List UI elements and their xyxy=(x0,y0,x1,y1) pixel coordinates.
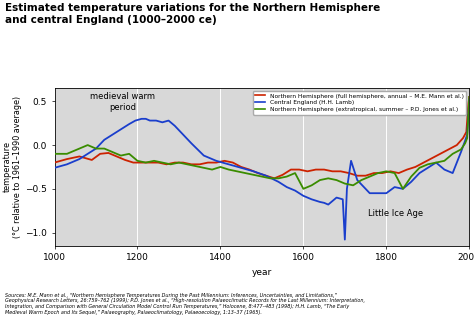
X-axis label: year: year xyxy=(252,268,272,277)
Text: Estimated temperature variations for the Northern Hemisphere
and central England: Estimated temperature variations for the… xyxy=(5,3,380,25)
Y-axis label: temperature
(°C relative to 1961–1990 average): temperature (°C relative to 1961–1990 av… xyxy=(3,96,22,238)
Text: Little Ice Age: Little Ice Age xyxy=(368,209,423,218)
Text: Sources: M.E. Mann et al., “Northern Hemisphere Temperatures During the Past Mil: Sources: M.E. Mann et al., “Northern Hem… xyxy=(5,293,365,315)
Text: medieval warm
period: medieval warm period xyxy=(91,92,155,112)
Legend: Northern Hemisphere (full hemisphere, annual – M.E. Mann et al.), Central Englan: Northern Hemisphere (full hemisphere, an… xyxy=(253,91,466,115)
